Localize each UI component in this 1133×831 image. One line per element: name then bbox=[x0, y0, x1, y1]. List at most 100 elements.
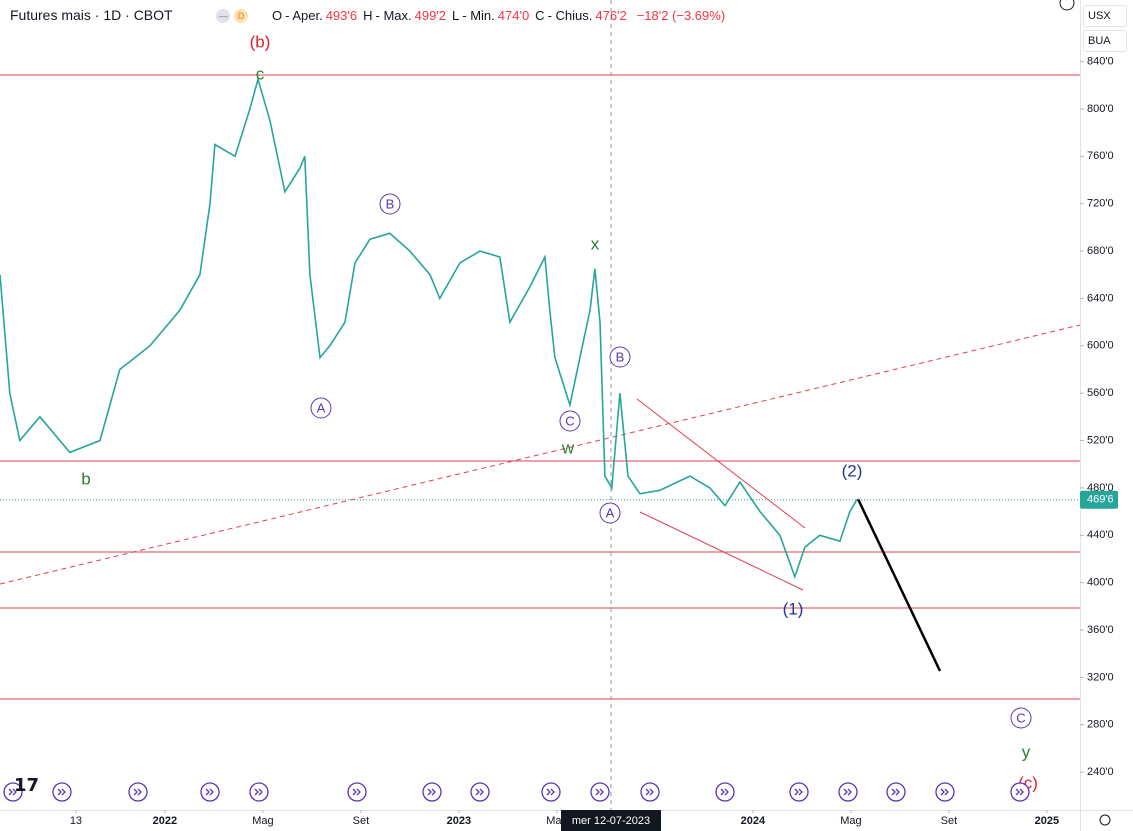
x-tick-label: 2022 bbox=[153, 815, 177, 827]
event-icon bbox=[1010, 782, 1030, 802]
event-icon bbox=[715, 782, 735, 802]
event-icon-arrow bbox=[940, 788, 949, 796]
ohlc-label: - Max. bbox=[375, 8, 412, 23]
event-icons bbox=[3, 782, 1030, 802]
wave-label: C bbox=[565, 413, 574, 428]
wave-circle bbox=[609, 346, 631, 368]
ohlc-value: 474'0 bbox=[497, 8, 530, 23]
event-icon bbox=[3, 782, 23, 802]
price-layer bbox=[0, 76, 858, 580]
event-icon-arrow bbox=[843, 788, 852, 796]
x-tick-label: 2023 bbox=[447, 815, 471, 827]
last-price-box bbox=[1080, 490, 1118, 509]
ohlc-label: - Min. bbox=[462, 8, 495, 23]
wave-label: c bbox=[256, 64, 265, 83]
event-icon-arrow bbox=[546, 788, 555, 796]
wave-label: (2) bbox=[842, 461, 863, 480]
event-icon-arrow bbox=[1015, 788, 1024, 796]
status-pill: — bbox=[216, 9, 231, 23]
wave-label: x bbox=[591, 234, 600, 253]
wave-label: A bbox=[317, 400, 326, 415]
currency-select[interactable]: USX bbox=[1083, 5, 1127, 27]
unit-select[interactable]: BUA bbox=[1083, 30, 1127, 52]
wave-label: b bbox=[81, 469, 90, 488]
event-icon bbox=[200, 782, 220, 802]
wave-label: (1) bbox=[783, 599, 804, 618]
event-icon-arrow bbox=[720, 788, 729, 796]
y-tick-label: 800'0 bbox=[1087, 103, 1114, 115]
event-icon bbox=[422, 782, 442, 802]
x-tick-label: 2025 bbox=[1035, 815, 1059, 827]
x-tick-label: Mag bbox=[546, 815, 567, 827]
ohlc-label: - Aper. bbox=[285, 8, 323, 23]
price-line bbox=[0, 76, 858, 580]
logo: 𝟭𝟳 bbox=[14, 775, 39, 795]
event-icon bbox=[590, 782, 610, 802]
y-tick-label: 320'0 bbox=[1087, 671, 1114, 683]
ohlc-key: C bbox=[535, 8, 545, 23]
event-icon-arrow bbox=[595, 788, 604, 796]
event-icon-arrow bbox=[794, 788, 803, 796]
wave-labels: (b) c b A B x C w B A (2) (1) C y (c) bbox=[81, 32, 1038, 792]
y-tick-label: 520'0 bbox=[1087, 434, 1114, 446]
change: −18'2 (−3.69%) bbox=[636, 8, 726, 23]
event-icon-arrow bbox=[133, 788, 142, 796]
event-icon bbox=[838, 782, 858, 802]
ohlc-key: H bbox=[363, 8, 373, 23]
event-icon bbox=[640, 782, 660, 802]
wave-circle bbox=[1010, 707, 1032, 729]
y-tick-label: 400'0 bbox=[1087, 577, 1114, 589]
event-icon bbox=[789, 782, 809, 802]
event-icon-arrow bbox=[475, 788, 484, 796]
event-icon-arrow bbox=[57, 788, 66, 796]
wave-label: w bbox=[561, 438, 575, 457]
y-tick-label: 600'0 bbox=[1087, 340, 1114, 352]
event-icon-arrow bbox=[427, 788, 436, 796]
last-price-label: 469'6 bbox=[1087, 494, 1114, 506]
x-tick-label: Mag bbox=[252, 815, 273, 827]
legend-header: Futures mais · 1D · CBOT — D O- Aper. 493… bbox=[10, 7, 725, 23]
horizontal-levels bbox=[0, 74, 1080, 700]
x-tick-label: Set bbox=[941, 815, 958, 827]
y-tick-label: 760'0 bbox=[1087, 150, 1114, 162]
settings-button[interactable] bbox=[1099, 814, 1111, 826]
x-tick-label: 2024 bbox=[741, 815, 766, 827]
event-icon bbox=[470, 782, 490, 802]
wave-label: y bbox=[1022, 742, 1031, 761]
y-tick-label: 840'0 bbox=[1087, 55, 1114, 67]
event-icon bbox=[935, 782, 955, 802]
wave-circle bbox=[310, 397, 332, 419]
channel-line bbox=[639, 511, 804, 591]
wave-label: A bbox=[606, 505, 615, 520]
wave-label: (b) bbox=[250, 32, 271, 51]
ohlc: O- Aper. 493'6 H - Max. 499'2 L - Min. 474'0 C - … bbox=[266, 7, 627, 23]
wave-circle bbox=[559, 410, 581, 432]
event-icon-arrow bbox=[8, 788, 17, 796]
channel-line bbox=[636, 398, 806, 529]
y-tick-label: 360'0 bbox=[1087, 624, 1114, 636]
event-icon bbox=[249, 782, 269, 802]
y-tick-label: 440'0 bbox=[1087, 529, 1114, 541]
event-icon bbox=[52, 782, 72, 802]
y-tick-label: 640'0 bbox=[1087, 292, 1114, 304]
y-tick-label: 280'0 bbox=[1087, 719, 1114, 731]
add-button[interactable] bbox=[1059, 0, 1075, 11]
event-icon bbox=[541, 782, 561, 802]
projection-arrow bbox=[856, 498, 942, 672]
x-tick-label: Mag bbox=[840, 815, 861, 827]
ohlc-label: - Chius. bbox=[547, 8, 593, 23]
crosshair-label-box bbox=[561, 810, 661, 831]
crosshair-label: mer 12-07-2023 bbox=[572, 815, 650, 827]
wave-label: C bbox=[1016, 710, 1025, 725]
wave-label: B bbox=[386, 196, 395, 211]
ohlc-value: 476'2 bbox=[595, 8, 627, 23]
y-tick-label: 240'0 bbox=[1087, 766, 1114, 778]
y-tick-label: 560'0 bbox=[1087, 387, 1114, 399]
x-tick-label: 13 bbox=[70, 815, 82, 827]
event-icon-arrow bbox=[352, 788, 361, 796]
ohlc-key: O bbox=[272, 8, 283, 23]
x-tick-label: Set bbox=[353, 815, 370, 827]
event-icon-arrow bbox=[205, 788, 214, 796]
